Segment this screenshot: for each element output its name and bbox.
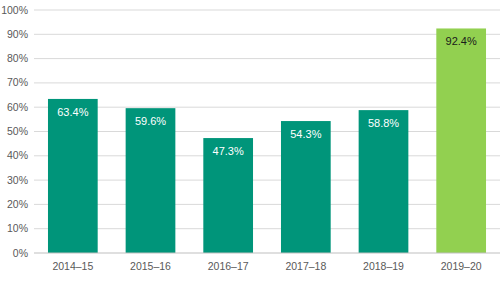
chart-container: 0% 10% 20% 30% 40% 50% 60% 70% 80% 90% 100% 63.4% 59… <box>0 0 500 284</box>
grid-line <box>34 82 500 83</box>
y-tick-label: 30% <box>7 174 28 186</box>
grid-line <box>34 10 500 11</box>
grid <box>34 10 500 229</box>
bar <box>359 110 409 253</box>
data-label: 63.4% <box>57 106 88 118</box>
x-axis-line <box>34 253 500 254</box>
grid-line <box>34 107 500 108</box>
y-tick-label: 100% <box>1 4 28 16</box>
data-label: 54.3% <box>290 128 321 140</box>
y-tick-label: 20% <box>7 198 28 210</box>
x-tick-label: 2016–17 <box>208 260 249 272</box>
data-label: 59.6% <box>135 115 166 127</box>
bars <box>48 28 486 253</box>
x-tick-label: 2018–19 <box>363 260 404 272</box>
grid-line <box>34 180 500 181</box>
chart-svg: 0% 10% 20% 30% 40% 50% 60% 70% 80% 90% 100% 63.4% 59… <box>0 0 500 284</box>
y-tick-label: 50% <box>7 125 28 137</box>
x-tick-label: 2015–16 <box>130 260 171 272</box>
data-labels: 63.4% 59.6% 47.3% 54.3% 58.8% 92.4% <box>57 35 477 157</box>
bar <box>436 28 486 253</box>
bar <box>48 99 98 253</box>
grid-line <box>34 131 500 132</box>
x-tick-label: 2017–18 <box>285 260 326 272</box>
x-tick-label: 2014–15 <box>52 260 93 272</box>
y-tick-label: 60% <box>7 101 28 113</box>
data-label: 47.3% <box>213 145 244 157</box>
bar <box>203 138 253 253</box>
grid-line <box>34 34 500 35</box>
y-tick-label: 0% <box>13 247 28 259</box>
y-tick-label: 80% <box>7 52 28 64</box>
y-tick-label: 40% <box>7 149 28 161</box>
y-tick-label: 70% <box>7 76 28 88</box>
y-tick-label: 90% <box>7 28 28 40</box>
bar <box>281 121 331 253</box>
data-label: 92.4% <box>446 35 477 47</box>
data-label: 58.8% <box>368 117 399 129</box>
grid-line <box>34 204 500 205</box>
grid-line <box>34 58 500 59</box>
bar <box>126 108 176 253</box>
grid-line <box>34 228 500 229</box>
x-tick-label: 2019–20 <box>441 260 482 272</box>
grid-line <box>34 155 500 156</box>
y-tick-label: 10% <box>7 222 28 234</box>
